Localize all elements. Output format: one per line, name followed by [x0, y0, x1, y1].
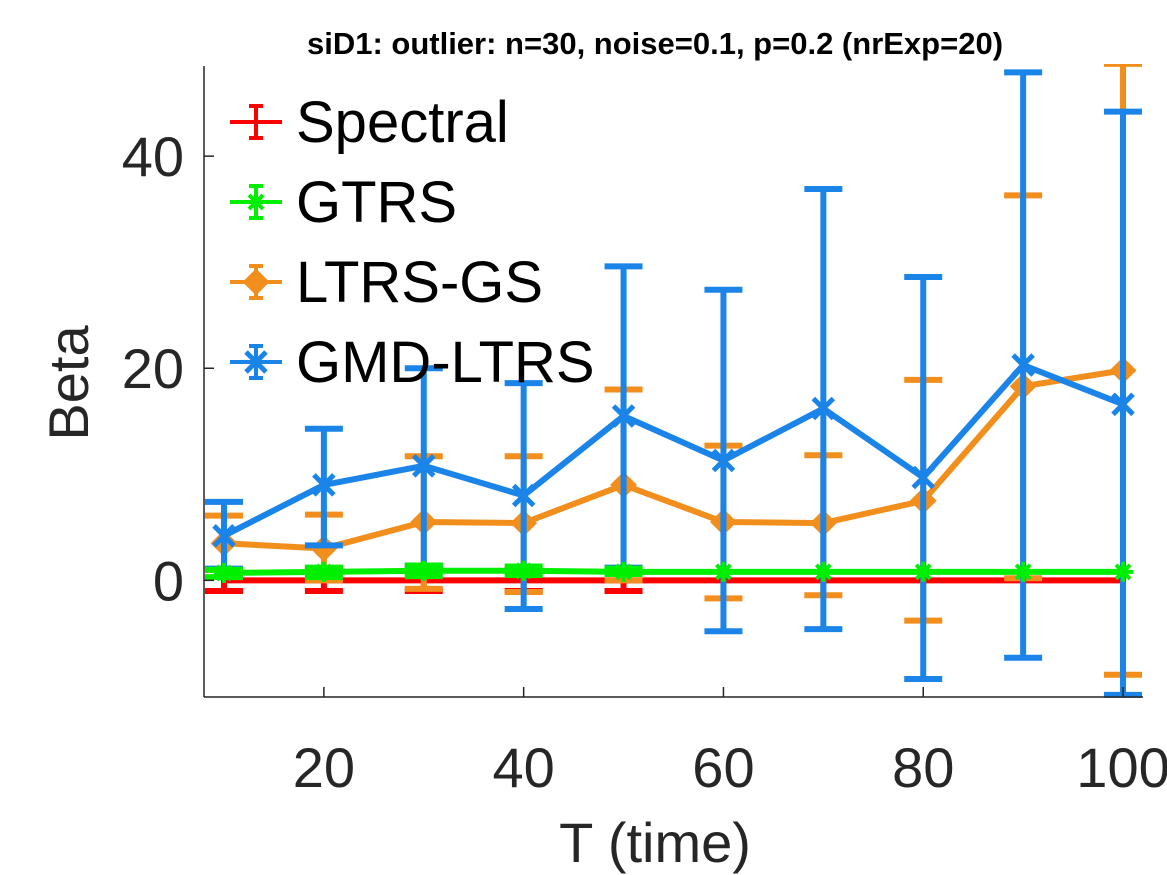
point-gmd-ltrs-2-d2 [411, 454, 436, 478]
axes-layer: 20 40 60 80 100 0 20 40 [122, 66, 1167, 799]
point-gmd-ltrs-3-d2 [511, 483, 536, 508]
legend-item-ltrs-gs: LTRS-GS [230, 250, 543, 315]
point-gmd-ltrs-9-d2 [1111, 392, 1135, 417]
legend-item-gmd-ltrs: GMD-LTRS [230, 330, 595, 395]
point-gtrs-2-d2 [415, 562, 433, 580]
point-gmd-ltrs-1-d2 [312, 473, 336, 497]
point-gtrs-3-d2 [515, 562, 533, 580]
legend-item-gtrs: GTRS [230, 170, 457, 235]
line-gtrs [223, 567, 1124, 576]
point-gmd-ltrs-4-d2 [611, 404, 636, 428]
chart-title: siD1: outlier: n=30, noise=0.1, p=0.2 (n… [307, 26, 1003, 61]
point-gmd-ltrs-7-d2 [911, 465, 936, 490]
legend-label-gtrs: GTRS [296, 170, 457, 235]
line-gmd-ltrs [222, 362, 1125, 539]
x-tick-label-100: 100 [1076, 736, 1167, 799]
legend-item-spectral: Spectral [230, 90, 509, 155]
plot-area [204, 66, 1143, 697]
point-gmd-ltrs-8-d2 [1011, 353, 1035, 377]
point-gmd-ltrs-0-d2 [212, 524, 236, 548]
plot-background [204, 66, 1143, 697]
series-gtrs [204, 560, 1134, 583]
point-gtrs-0-d2 [215, 564, 233, 582]
legend-label-gmd-ltrs: GMD-LTRS [296, 330, 595, 395]
legend-marker-ltrs-gs [242, 268, 270, 296]
y-tick-label-0: 0 [153, 549, 184, 612]
legend-label-spectral: Spectral [296, 90, 509, 155]
line-ltrs-gs [223, 367, 1124, 552]
point-gtrs-4-d2 [615, 563, 632, 581]
point-gtrs-1-d2 [315, 563, 333, 581]
point-gtrs-9-d2 [1114, 563, 1132, 581]
point-gtrs-8-d2 [1014, 563, 1032, 581]
y-tick-label-40: 40 [122, 125, 184, 188]
legend-marker-gtrs-d2 [247, 193, 265, 211]
series-layer [204, 64, 1143, 698]
x-tick-label-40: 40 [493, 736, 555, 799]
x-tick-label-20: 20 [293, 736, 355, 799]
legend-marker-gmd-ltrs-d2 [244, 350, 268, 374]
legend: Spectral GTRS LTRS-GS GMD-LTRS [230, 90, 595, 395]
series-gmd-ltrs [204, 69, 1143, 698]
legend-label-ltrs-gs: LTRS-GS [296, 250, 543, 315]
x-axis-label: T (time) [559, 811, 751, 874]
x-tick-label-60: 60 [692, 736, 754, 799]
point-gmd-ltrs-6-d2 [811, 396, 836, 421]
x-tick-label-80: 80 [892, 736, 954, 799]
point-gtrs-5-d2 [715, 563, 732, 581]
point-gmd-ltrs-5-d2 [711, 448, 736, 473]
y-tick-label-20: 20 [122, 337, 184, 400]
y-axis-label: Beta [37, 325, 100, 441]
point-gtrs-6-d2 [814, 563, 832, 581]
point-gtrs-7-d2 [914, 563, 932, 581]
